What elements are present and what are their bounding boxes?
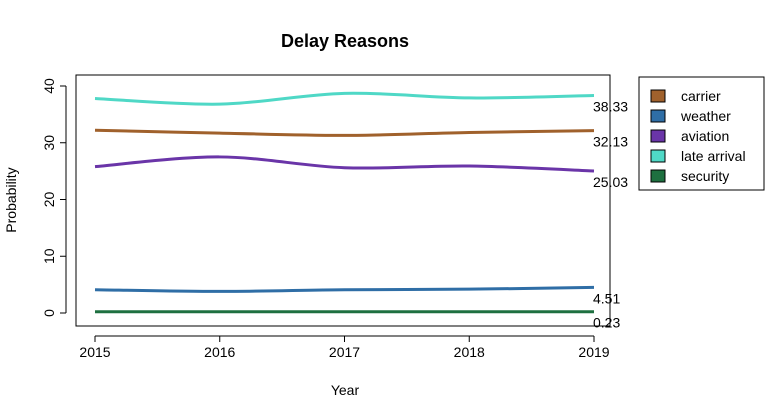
end-label-carrier: 32.13 <box>593 134 628 150</box>
series-line-late-arrival <box>94 91 595 106</box>
y-tick-label: 30 <box>41 135 57 151</box>
legend-swatch-aviation <box>650 129 666 143</box>
y-tick-label: 20 <box>41 192 57 208</box>
legend-label-security: security <box>681 168 729 184</box>
legend-swatch-late-arrival <box>650 149 666 163</box>
x-axis: 2015 2016 2017 2018 2019 <box>79 335 610 360</box>
end-label-late-arrival: 38.33 <box>593 98 628 114</box>
series-lines <box>94 91 595 314</box>
series-line-carrier <box>94 128 595 137</box>
series-line-aviation <box>94 155 595 173</box>
x-tick-label: 2015 <box>79 344 110 360</box>
end-labels: 32.13 4.51 25.03 38.33 0.23 <box>593 98 628 330</box>
end-label-aviation: 25.03 <box>593 174 628 190</box>
end-label-security: 0.23 <box>593 315 620 331</box>
end-label-weather: 4.51 <box>593 290 620 306</box>
plot-area-frame <box>75 74 611 327</box>
legend-label-weather: weather <box>680 108 731 124</box>
legend-label-late-arrival: late arrival <box>681 148 746 164</box>
legend-label-aviation: aviation <box>681 128 729 144</box>
y-tick-label: 10 <box>41 248 57 264</box>
x-tick-label: 2019 <box>578 344 609 360</box>
legend: carrier weather aviation late arrival securi… <box>638 76 765 191</box>
legend-swatch-weather <box>650 109 666 123</box>
x-axis-label: Year <box>331 382 360 398</box>
y-axis-label: Probability <box>3 167 19 232</box>
legend-label-carrier: carrier <box>681 88 721 104</box>
legend-swatch-security <box>650 169 666 183</box>
x-tick-label: 2016 <box>204 344 235 360</box>
y-axis: 0 10 20 30 40 <box>41 78 67 317</box>
series-line-weather <box>94 285 595 293</box>
legend-swatch-carrier <box>650 89 666 103</box>
x-tick-label: 2017 <box>329 344 360 360</box>
x-tick-label: 2018 <box>454 344 485 360</box>
chart-title: Delay Reasons <box>281 31 409 51</box>
y-tick-label: 0 <box>41 309 57 317</box>
y-tick-label: 40 <box>41 78 57 94</box>
